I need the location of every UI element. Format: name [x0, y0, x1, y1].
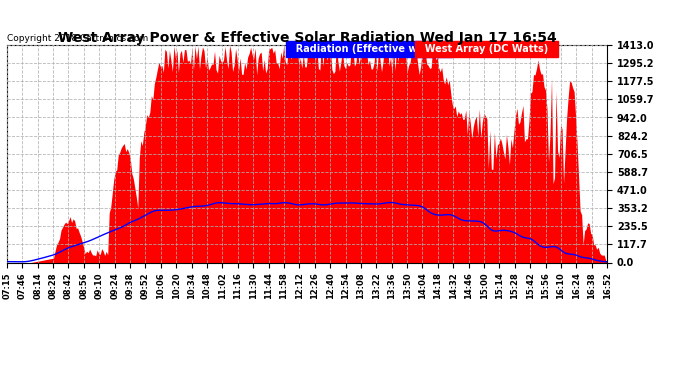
Text: Radiation (Effective w/m2): Radiation (Effective w/m2)	[289, 44, 449, 54]
Text: West Array (DC Watts): West Array (DC Watts)	[418, 44, 555, 54]
Title: West Array Power & Effective Solar Radiation Wed Jan 17 16:54: West Array Power & Effective Solar Radia…	[58, 31, 556, 45]
Text: Copyright 2018 Cartronics.com: Copyright 2018 Cartronics.com	[7, 34, 148, 43]
